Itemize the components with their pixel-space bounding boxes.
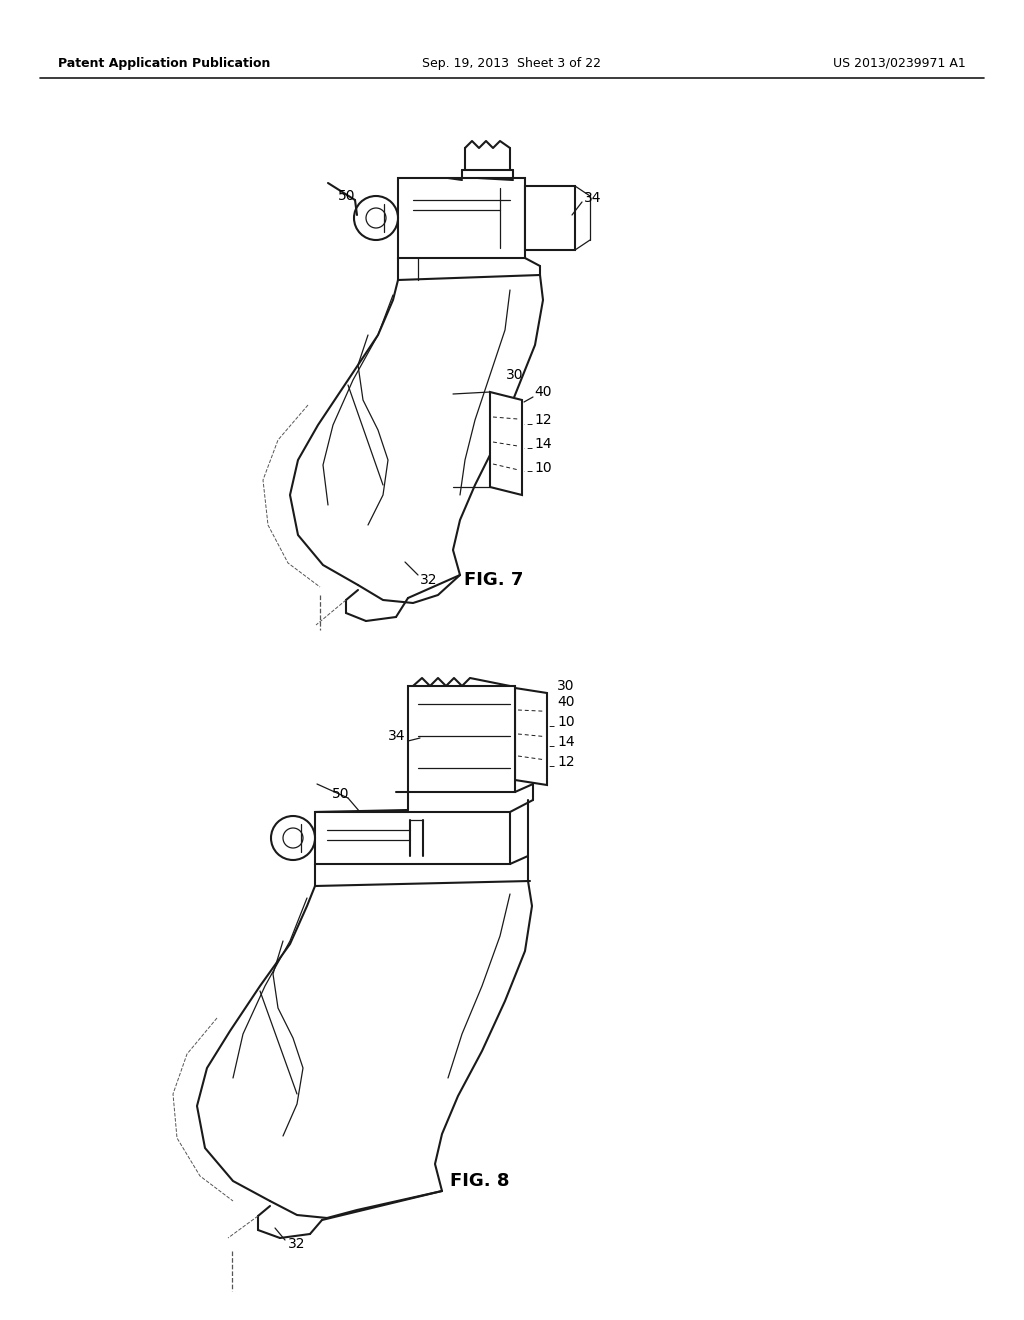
Polygon shape [398, 178, 525, 257]
Text: 10: 10 [557, 715, 574, 729]
Text: 14: 14 [557, 735, 574, 748]
Text: Patent Application Publication: Patent Application Publication [58, 57, 270, 70]
Text: FIG. 8: FIG. 8 [450, 1172, 510, 1191]
Polygon shape [408, 686, 515, 792]
Polygon shape [515, 688, 547, 785]
Text: FIG. 7: FIG. 7 [464, 572, 523, 589]
Text: 40: 40 [534, 385, 552, 399]
Text: 34: 34 [584, 191, 601, 205]
Text: 50: 50 [338, 189, 355, 203]
Text: 30: 30 [506, 368, 523, 381]
Text: 14: 14 [534, 437, 552, 451]
Text: 50: 50 [332, 787, 349, 801]
Text: Sep. 19, 2013  Sheet 3 of 22: Sep. 19, 2013 Sheet 3 of 22 [423, 57, 601, 70]
Text: 32: 32 [288, 1237, 305, 1251]
Text: 40: 40 [557, 696, 574, 709]
Text: US 2013/0239971 A1: US 2013/0239971 A1 [834, 57, 966, 70]
Circle shape [354, 195, 398, 240]
Text: 34: 34 [388, 729, 406, 743]
Text: 12: 12 [534, 413, 552, 426]
Polygon shape [525, 186, 575, 249]
Polygon shape [315, 812, 510, 865]
Text: 10: 10 [534, 461, 552, 475]
Circle shape [271, 816, 315, 861]
Text: 12: 12 [557, 755, 574, 770]
Text: 30: 30 [557, 678, 574, 693]
Text: 32: 32 [420, 573, 437, 587]
Polygon shape [490, 392, 522, 495]
